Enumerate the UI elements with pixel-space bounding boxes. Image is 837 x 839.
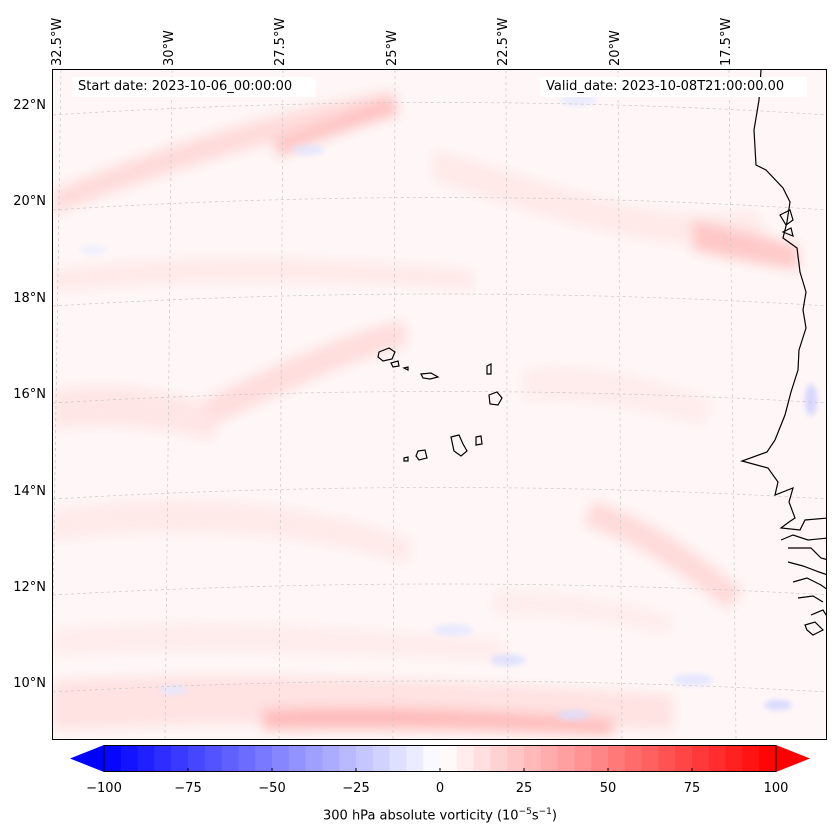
colorbar-cell — [574, 745, 592, 772]
colorbar-cell — [456, 745, 475, 772]
island-santiago — [450, 434, 468, 457]
colorbar-tick-label-neg100: −100 — [86, 781, 122, 796]
colorbar-cell — [742, 745, 760, 772]
west-africa-coastline — [739, 70, 826, 636]
island-brava — [403, 456, 409, 462]
coast-guinea-bissau — [792, 577, 826, 636]
colorbar-extend-max-arrow — [776, 745, 810, 772]
island-fogo — [415, 449, 428, 461]
colorbar-cell — [440, 745, 458, 772]
colorbar-cell — [204, 745, 223, 772]
lon-label-30w: 30°W — [162, 30, 177, 66]
island-sao-nicolau — [420, 372, 440, 380]
coast-gambia-guinea — [780, 534, 826, 575]
lat-label-20n: 20°N — [13, 194, 46, 209]
colorbar-cell — [255, 745, 273, 772]
colorbar-cell — [524, 745, 542, 772]
colorbar-cell — [221, 745, 239, 772]
lat-label-18n: 18°N — [13, 291, 46, 306]
colorbar-tick-label-25: 25 — [515, 781, 533, 796]
colorbar-cell — [473, 745, 491, 772]
colorbar-cell — [608, 745, 626, 772]
island-santo-antao — [377, 347, 396, 362]
start-date-label: Start date: 2023-10-06_00:00:00 — [72, 77, 316, 97]
colorbar-tick-label-100: 100 — [763, 781, 789, 796]
colorbar-cell — [708, 745, 727, 772]
colorbar-tick-label-neg50: −50 — [258, 781, 286, 796]
vorticity-shading — [53, 90, 798, 735]
island-maio — [475, 435, 483, 446]
colorbar-cell — [759, 745, 777, 772]
lon-label-22-5w: 22.5°W — [496, 17, 511, 66]
lon-label-20w: 20°W — [608, 30, 623, 66]
colorbar-cell — [339, 745, 357, 772]
colorbar-cell — [624, 745, 643, 772]
colorbar-cell — [137, 745, 155, 772]
island-northern — [779, 209, 794, 237]
colorbar-cell — [557, 745, 575, 772]
island-sao-vicente — [390, 360, 400, 368]
lat-label-22n: 22°N — [13, 98, 46, 113]
colorbar-tick-label-50: 50 — [599, 781, 617, 796]
lon-label-25w: 25°W — [385, 30, 400, 66]
vorticity-field-map — [53, 70, 826, 739]
lat-label-12n: 12°N — [13, 580, 46, 595]
island-santa-luzia — [402, 366, 409, 371]
colorbar-cell — [389, 745, 407, 772]
colorbar-cells — [104, 745, 777, 772]
island-boa-vista — [488, 391, 503, 406]
colorbar-cell — [372, 745, 391, 772]
map-panel — [52, 69, 827, 740]
colorbar-cell — [725, 745, 743, 772]
colorbar-cell — [120, 745, 139, 772]
colorbar-cell — [272, 745, 290, 772]
colorbar-tick-label-0: 0 — [435, 781, 445, 796]
colorbar-cell — [322, 745, 340, 772]
colorbar-cell — [188, 745, 206, 772]
colorbar-cell — [540, 745, 559, 772]
colorbar-cell — [288, 745, 307, 772]
cape-verde-islands — [377, 347, 503, 462]
colorbar-cell — [423, 745, 441, 772]
colorbar-cell — [641, 745, 659, 772]
colorbar-cell — [356, 745, 374, 772]
lat-label-14n: 14°N — [13, 484, 46, 499]
colorbar-cell — [692, 745, 710, 772]
colorbar-cell — [490, 745, 508, 772]
colorbar-label: 300 hPa absolute vorticity (10−5s−1) — [323, 807, 557, 824]
colorbar-tick-label-75: 75 — [683, 781, 701, 796]
colorbar-cell — [305, 745, 323, 772]
lon-label-17-5w: 17.5°W — [719, 17, 734, 66]
mainland-coast — [739, 70, 826, 531]
lat-label-16n: 16°N — [13, 387, 46, 402]
colorbar-cell — [591, 745, 609, 772]
gridlines — [53, 70, 826, 739]
colorbar-cell — [171, 745, 189, 772]
negative-vorticity-patches — [79, 94, 817, 720]
colorbar-ticks — [103, 768, 777, 772]
colorbar-cell — [507, 745, 525, 772]
valid-date-label: Valid_date: 2023-10-08T21:00:00.00 — [540, 77, 807, 97]
lon-label-32-5w: 32.5°W — [50, 17, 65, 66]
island-sal — [486, 363, 492, 375]
lat-label-10n: 10°N — [13, 676, 46, 691]
lon-label-27-5w: 27.5°W — [273, 17, 288, 66]
colorbar-cell — [104, 745, 122, 772]
colorbar-tick-label-neg75: −75 — [174, 781, 202, 796]
colorbar — [70, 745, 810, 772]
colorbar-cell — [675, 745, 693, 772]
colorbar-tick-label-neg25: −25 — [342, 781, 370, 796]
colorbar-cell — [238, 745, 256, 772]
colorbar-cell — [658, 745, 676, 772]
colorbar-cell — [154, 745, 172, 772]
colorbar-cell — [406, 745, 424, 772]
colorbar-extend-min-arrow — [70, 745, 104, 772]
